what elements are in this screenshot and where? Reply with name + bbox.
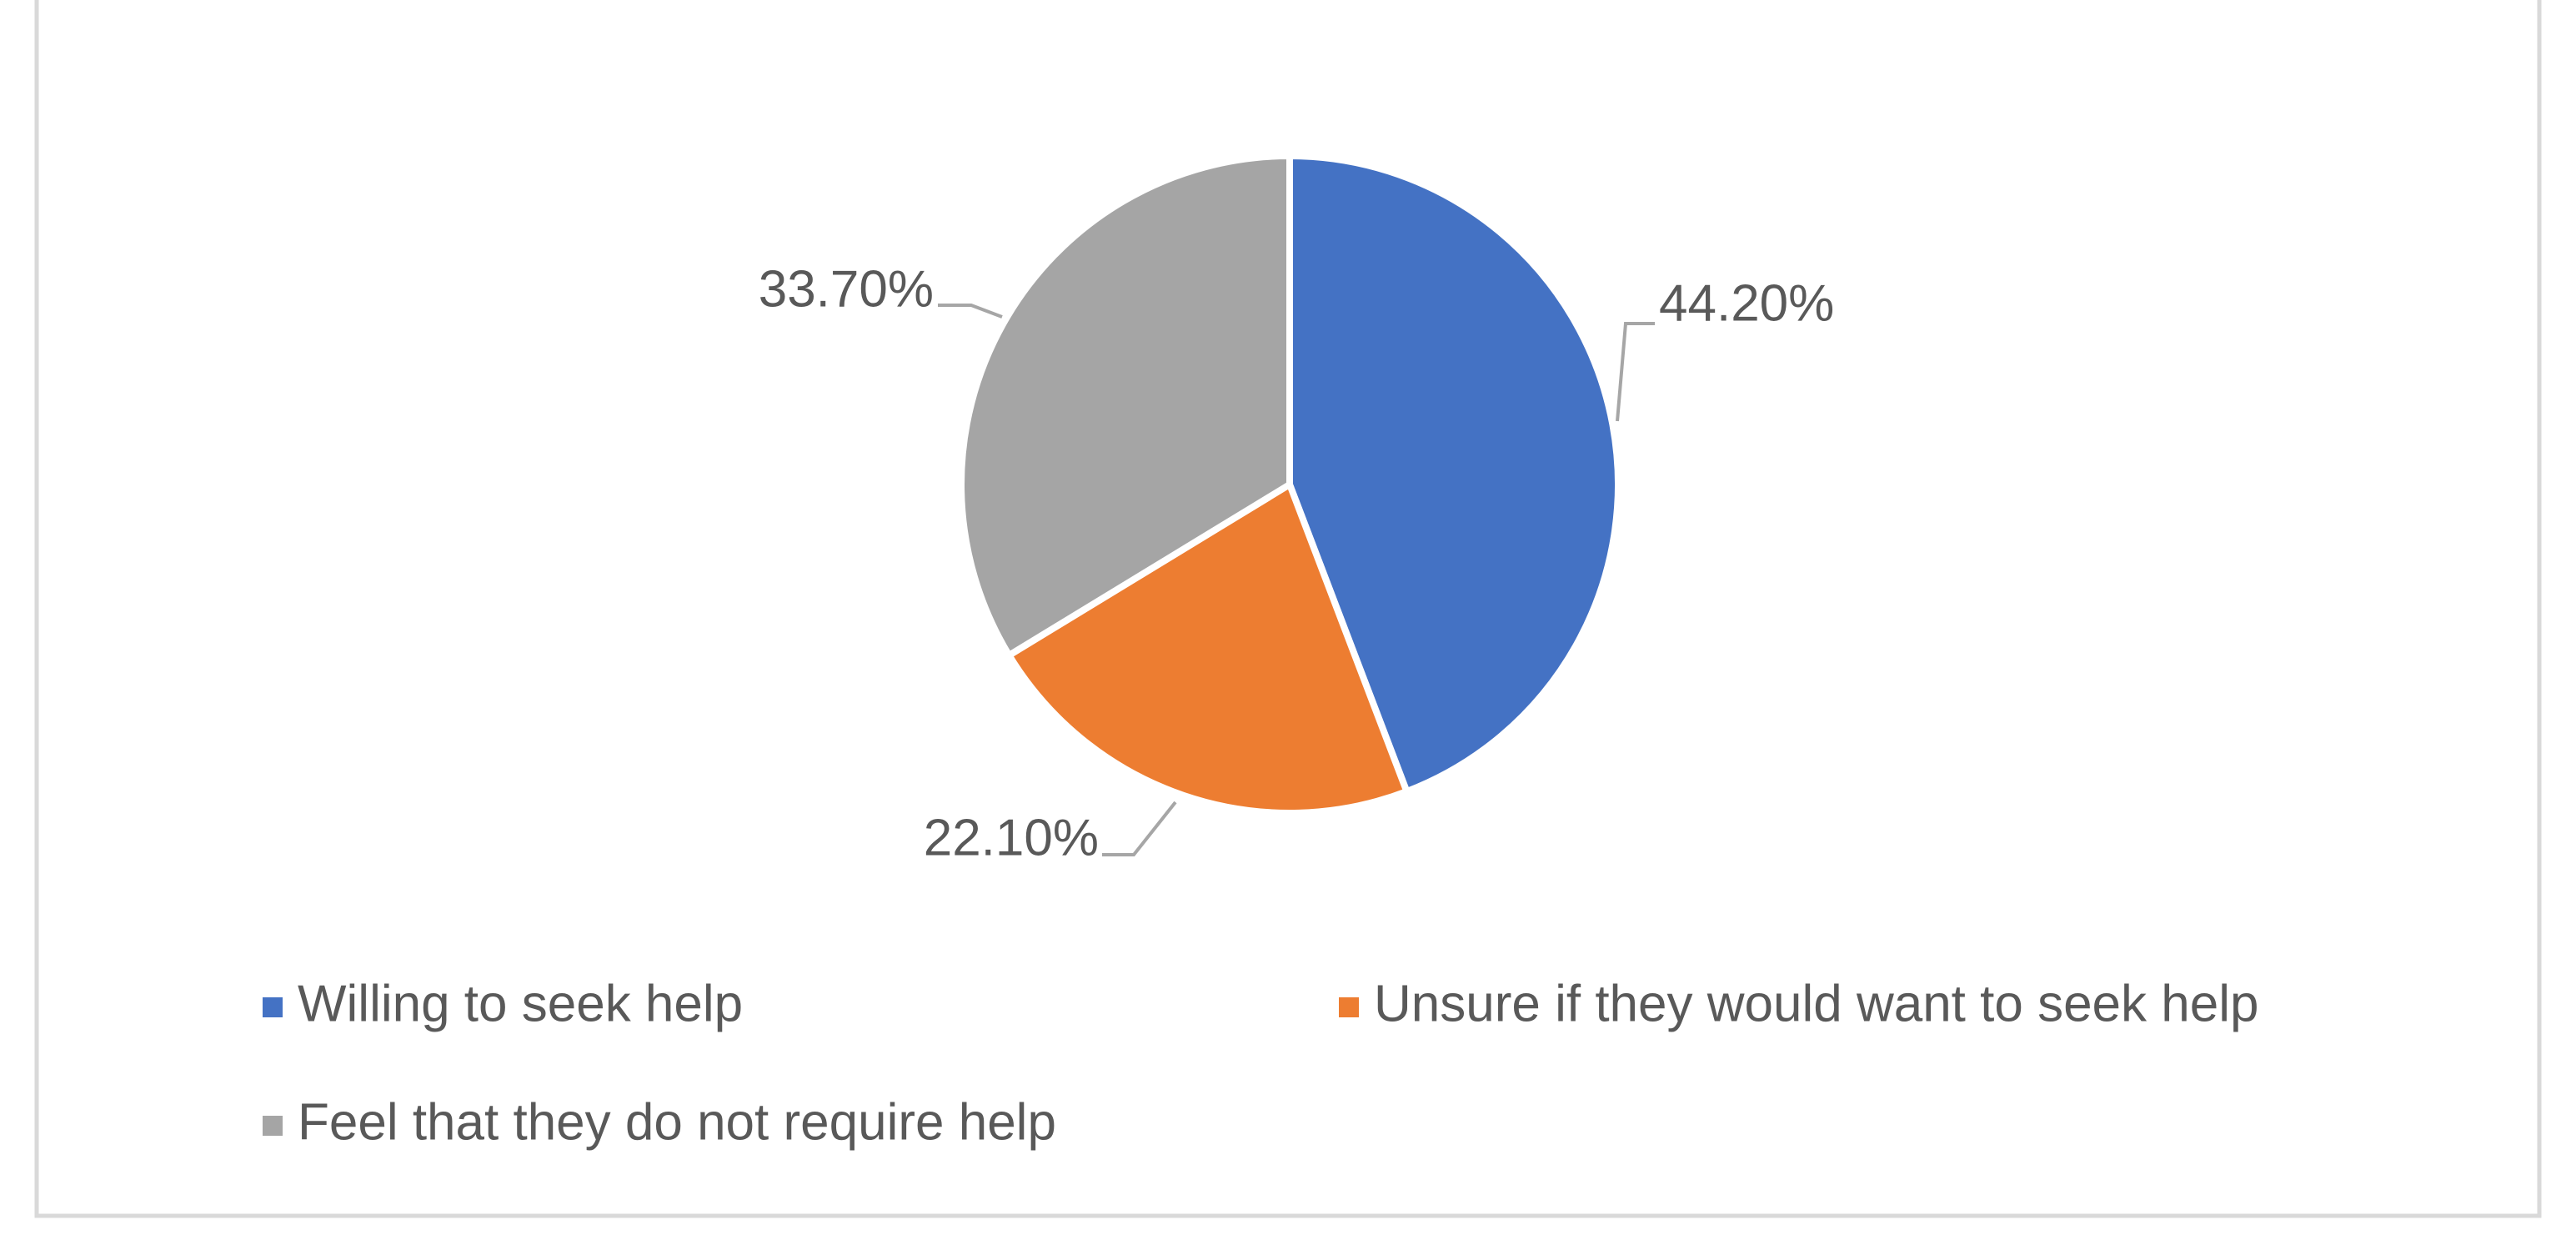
- leader-line: [1616, 322, 1655, 422]
- chart-frame: [34, 0, 2542, 1218]
- legend-label: Feel that they do not require help: [298, 1093, 1056, 1151]
- pie-slice: [1005, 481, 1411, 817]
- legend-label: Unsure if they would want to seek help: [1374, 975, 2258, 1032]
- legend-label: Willing to seek help: [298, 975, 743, 1032]
- pie-slice: [958, 153, 1293, 659]
- data-label: 33.70%: [759, 260, 934, 318]
- data-label: 22.10%: [924, 809, 1099, 866]
- leader-line: [1102, 801, 1177, 856]
- data-label: 44.20%: [1659, 274, 1834, 332]
- legend-marker: [263, 997, 283, 1017]
- leader-line: [938, 304, 1003, 319]
- pie-slice: [1286, 153, 1622, 796]
- legend-marker: [263, 1116, 283, 1136]
- legend-marker: [1339, 997, 1359, 1017]
